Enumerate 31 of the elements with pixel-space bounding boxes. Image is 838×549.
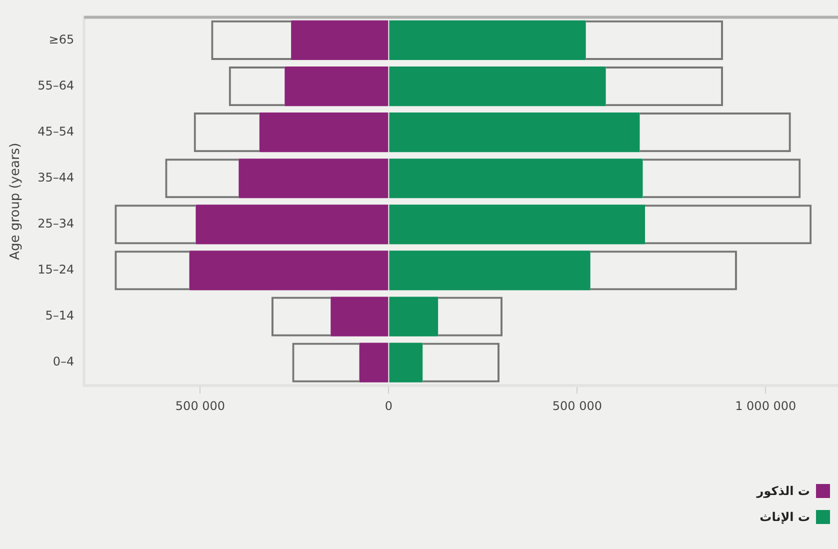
y-tick-label: 45–54 (38, 124, 74, 138)
bar (189, 250, 388, 290)
y-tick-label: 55–64 (38, 78, 74, 92)
bar (389, 204, 646, 244)
bar (196, 204, 388, 244)
y-tick-label: 15–24 (38, 262, 74, 277)
bar (389, 250, 590, 290)
bar (389, 158, 643, 198)
bar (259, 112, 388, 152)
legend-label: ت الإناث (760, 510, 810, 524)
y-tick-label: 5–14 (45, 308, 74, 323)
bar (389, 296, 438, 336)
bar (389, 20, 586, 60)
y-tick-label: 25–34 (38, 216, 74, 231)
bar (291, 20, 388, 60)
y-tick-label: ≥65 (48, 32, 74, 46)
x-tick-label: 500 000 (175, 398, 226, 413)
bar (284, 66, 388, 106)
x-tick-label: 0 (384, 398, 393, 413)
y-axis-title: Age group (years) (8, 142, 24, 260)
bar (389, 112, 640, 152)
legend-label: ت الذكور (756, 484, 810, 498)
bar (238, 158, 388, 198)
x-tick-label: 500 000 (552, 398, 602, 413)
bar (389, 66, 606, 106)
bar (389, 342, 423, 382)
bar (330, 296, 388, 336)
y-tick-label: 35–44 (38, 170, 74, 184)
bar (359, 342, 388, 382)
x-tick-label: 1 000 000 (735, 398, 796, 413)
y-tick-label: 0–4 (52, 354, 74, 369)
